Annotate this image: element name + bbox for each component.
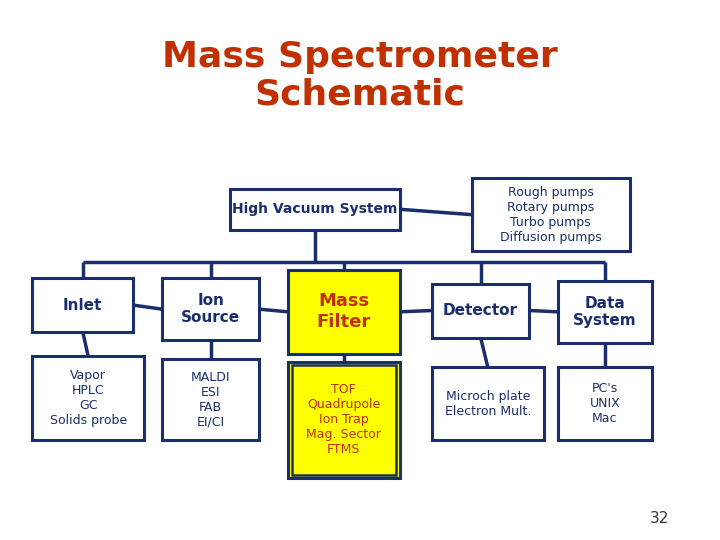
Text: TOF
Quadrupole
Ion Trap
Mag. Sector
FTMS: TOF Quadrupole Ion Trap Mag. Sector FTMS xyxy=(307,383,381,456)
FancyBboxPatch shape xyxy=(558,367,652,440)
Text: Mass
Filter: Mass Filter xyxy=(317,293,371,331)
FancyBboxPatch shape xyxy=(162,359,259,440)
Text: 32: 32 xyxy=(650,511,670,526)
Text: Schematic: Schematic xyxy=(255,78,465,111)
FancyBboxPatch shape xyxy=(230,189,400,230)
FancyBboxPatch shape xyxy=(32,278,133,332)
FancyBboxPatch shape xyxy=(162,278,259,340)
Text: Ion
Source: Ion Source xyxy=(181,293,240,325)
Text: Rough pumps
Rotary pumps
Turbo pumps
Diffusion pumps: Rough pumps Rotary pumps Turbo pumps Dif… xyxy=(500,186,602,244)
FancyBboxPatch shape xyxy=(288,362,400,478)
FancyBboxPatch shape xyxy=(558,281,652,343)
Text: High Vacuum System: High Vacuum System xyxy=(233,202,397,216)
FancyBboxPatch shape xyxy=(288,270,400,354)
Text: Vapor
HPLC
GC
Solids probe: Vapor HPLC GC Solids probe xyxy=(50,369,127,427)
Text: Inlet: Inlet xyxy=(63,298,102,313)
Text: Mass Spectrometer: Mass Spectrometer xyxy=(162,40,558,73)
Text: Microch plate
Electron Mult.: Microch plate Electron Mult. xyxy=(445,390,531,417)
Text: Detector: Detector xyxy=(443,303,518,318)
FancyBboxPatch shape xyxy=(432,284,529,338)
FancyBboxPatch shape xyxy=(472,178,630,251)
Text: PC's
UNIX
Mac: PC's UNIX Mac xyxy=(590,382,620,425)
Text: Data
System: Data System xyxy=(573,296,636,328)
FancyBboxPatch shape xyxy=(32,356,144,440)
FancyBboxPatch shape xyxy=(432,367,544,440)
Text: MALDI
ESI
FAB
EI/CI: MALDI ESI FAB EI/CI xyxy=(191,370,230,429)
